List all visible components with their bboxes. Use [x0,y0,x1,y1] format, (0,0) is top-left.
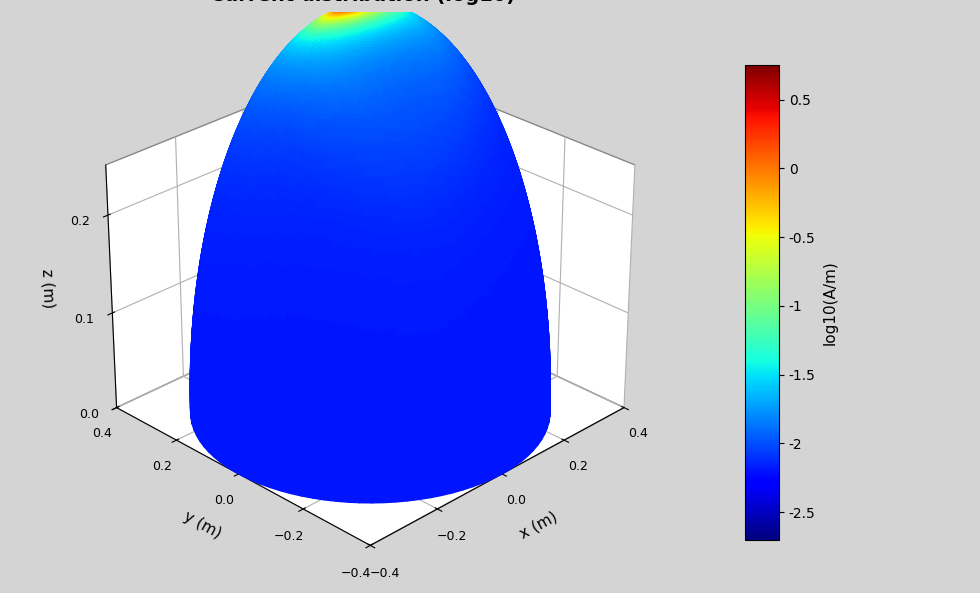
Y-axis label: y (m): y (m) [180,509,223,541]
X-axis label: x (m): x (m) [517,509,560,541]
Title: Current distribution (log10): Current distribution (log10) [210,0,515,5]
Y-axis label: log10(A/m): log10(A/m) [822,260,838,345]
